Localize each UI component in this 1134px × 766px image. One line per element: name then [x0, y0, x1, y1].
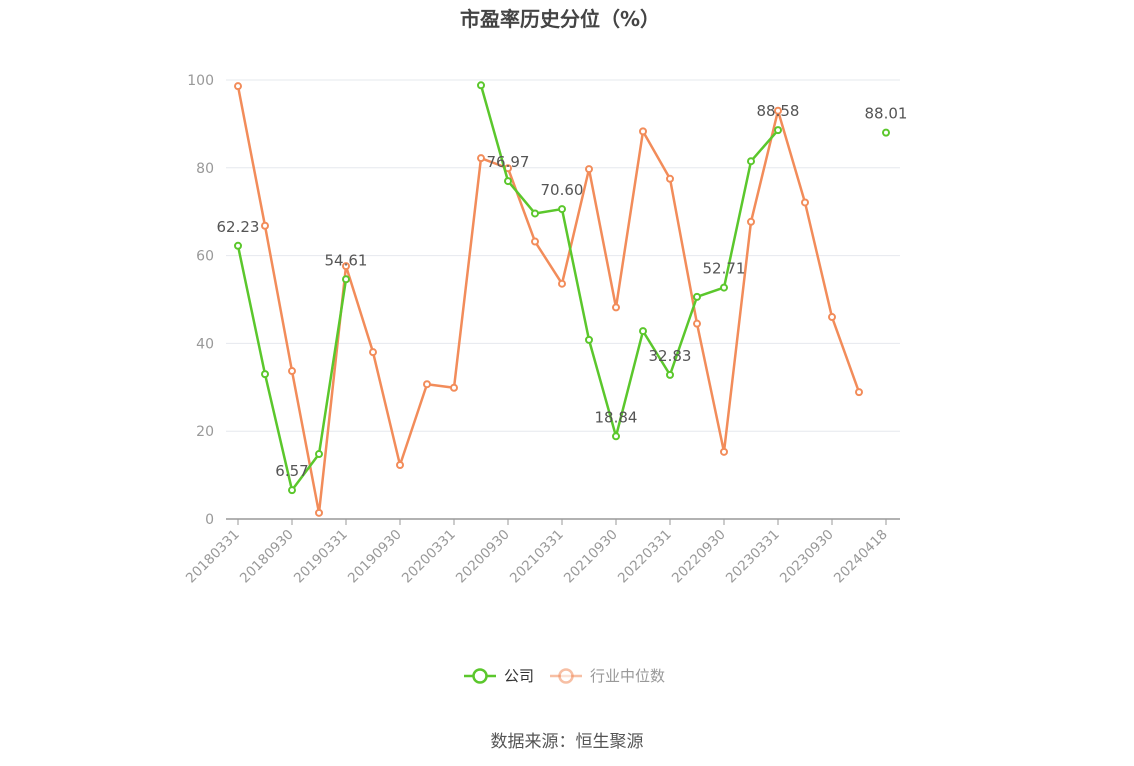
data-label: 76.97 [487, 153, 530, 171]
data-point [342, 262, 350, 271]
data-point [774, 106, 782, 115]
data-point [693, 319, 701, 328]
data-point [423, 380, 431, 389]
y-tick-label: 100 [187, 73, 214, 89]
data-point [612, 432, 620, 441]
y-tick-label: 20 [196, 424, 214, 440]
data-point [342, 275, 350, 284]
legend-item-industry-median[interactable]: 行业中位数 [550, 667, 665, 685]
x-axis: 2018033120180930201903312019093020200331… [183, 518, 900, 587]
series-line [479, 84, 779, 438]
legend-label: 行业中位数 [590, 667, 665, 685]
y-axis: 0 20 40 60 80 100 [187, 73, 214, 528]
x-tick-label: 20210331 [507, 527, 567, 587]
data-label: 88.58 [757, 102, 800, 120]
data-point [558, 279, 566, 288]
data-point [315, 508, 323, 517]
data-labels: 62.23 6.57 54.61 76.97 70.60 18.84 32.83 52.71 8… [217, 102, 908, 480]
x-tick-label: 20230331 [723, 527, 783, 587]
y-tick-label: 80 [196, 161, 214, 177]
data-point [477, 81, 485, 90]
data-point [747, 217, 755, 226]
data-point [234, 241, 242, 250]
legend-label: 公司 [504, 667, 534, 685]
data-point [261, 370, 269, 379]
data-label: 88.01 [865, 105, 908, 123]
data-point [774, 126, 782, 135]
series-industry-median [234, 82, 863, 517]
data-point [639, 127, 647, 136]
data-point [801, 198, 809, 207]
data-point [288, 367, 296, 376]
data-label: 18.84 [595, 408, 638, 426]
y-tick-label: 40 [196, 336, 214, 352]
data-point [855, 388, 863, 397]
data-point [693, 292, 701, 301]
series-group [234, 81, 890, 517]
data-point [531, 237, 539, 246]
legend[interactable]: 公司 行业中位数 [464, 667, 665, 685]
x-tick-label: 20210930 [561, 527, 621, 587]
series-line [236, 85, 861, 515]
x-tick-label: 20190930 [345, 527, 405, 587]
x-tick-label: 20200930 [453, 527, 513, 587]
data-point [369, 348, 377, 357]
data-point [531, 209, 539, 218]
data-point [720, 447, 728, 456]
data-point [585, 335, 593, 344]
legend-marker [472, 668, 488, 684]
x-tick-label: 20220930 [669, 527, 729, 587]
data-point [612, 303, 620, 312]
data-label: 70.60 [541, 181, 584, 199]
data-label: 62.23 [217, 218, 260, 236]
x-tick-label: 20180331 [183, 527, 243, 587]
data-point [450, 383, 458, 392]
data-point [828, 313, 836, 322]
data-point [396, 461, 404, 470]
data-label: 52.71 [703, 260, 746, 278]
data-point [558, 205, 566, 214]
data-point [234, 82, 242, 91]
data-point [504, 177, 512, 186]
data-point [288, 486, 296, 495]
series-company [234, 81, 890, 495]
x-tick-label: 20180930 [237, 527, 297, 587]
data-point [639, 327, 647, 336]
data-label: 6.57 [275, 462, 308, 480]
x-tick-label: 20190331 [291, 527, 351, 587]
x-tick-label: 20240418 [831, 527, 891, 587]
data-point [666, 174, 674, 183]
x-tick-label: 20200331 [399, 527, 459, 587]
data-point [666, 370, 674, 379]
data-point [261, 221, 269, 230]
data-label: 54.61 [325, 251, 368, 269]
data-point [477, 154, 485, 163]
data-point [720, 283, 728, 292]
data-label: 32.83 [649, 347, 692, 365]
data-point [315, 450, 323, 459]
y-tick-label: 60 [196, 249, 214, 265]
y-tick-label: 0 [205, 512, 214, 528]
legend-marker [558, 668, 574, 684]
data-point [585, 165, 593, 174]
data-point [747, 157, 755, 166]
x-tick-label: 20220331 [615, 527, 675, 587]
source-note: 数据来源：恒生聚源 [491, 732, 644, 752]
data-point [882, 128, 890, 137]
x-tick-label: 20230930 [777, 527, 837, 587]
chart-title: 市盈率历史分位（%） [460, 7, 660, 31]
legend-item-company[interactable]: 公司 [464, 667, 534, 685]
